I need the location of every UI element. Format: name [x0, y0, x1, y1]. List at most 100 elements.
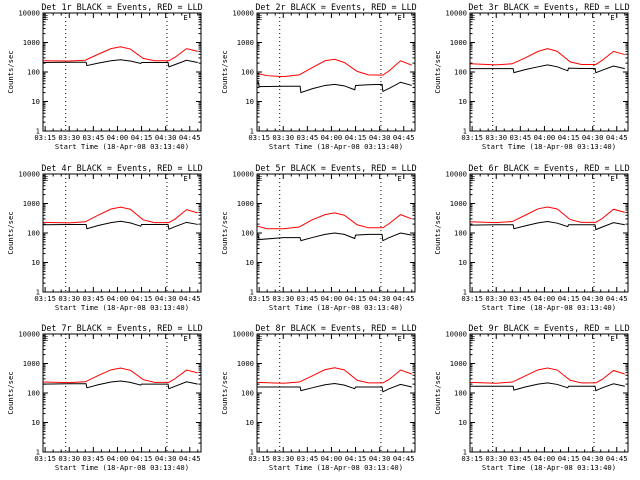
marker-e-left: E — [471, 334, 475, 343]
y-tick-label: 10000 — [232, 330, 254, 339]
events-series-line — [470, 382, 625, 392]
y-tick-label: 100 — [27, 68, 40, 77]
y-tick-label: 1000 — [23, 199, 40, 208]
x-tick-label: 03:15 — [248, 454, 270, 463]
panel-title: Det 4r BLACK = Events, RED = LLD — [41, 163, 202, 173]
lld-series-line — [256, 367, 412, 384]
y-tick-label: 1000 — [450, 38, 467, 47]
y-tick-label: 10 — [245, 258, 254, 267]
events-series-line — [42, 220, 198, 230]
x-tick-label: 04:45 — [606, 133, 628, 142]
x-tick-label: 03:30 — [58, 454, 80, 463]
marker-e-left: E — [258, 174, 262, 183]
x-tick-label: 04:15 — [345, 454, 367, 463]
y-tick-label: 1000 — [450, 359, 467, 368]
x-axis-label: Start Time (18-Apr-08 03:13:40) — [269, 303, 403, 312]
y-tick-label: 10000 — [18, 170, 40, 179]
x-axis-label: Start Time (18-Apr-08 03:13:40) — [482, 142, 616, 151]
y-tick-label: 10000 — [445, 170, 467, 179]
panel-title: Det 9r BLACK = Events, RED = LLD — [468, 323, 629, 333]
x-tick-label: 03:45 — [510, 133, 532, 142]
marker-e-right: E — [610, 334, 614, 343]
y-tick-label: 1 — [463, 288, 467, 297]
plot-frame — [256, 333, 416, 453]
lld-series-line — [256, 212, 412, 230]
x-tick-label: 03:30 — [58, 294, 80, 303]
x-axis-label: Start Time (18-Apr-08 03:13:40) — [269, 142, 403, 151]
y-tick-label: 1000 — [23, 38, 40, 47]
events-series-line — [42, 59, 198, 68]
x-tick-label: 04:00 — [107, 454, 129, 463]
x-tick-label: 03:30 — [485, 454, 507, 463]
x-tick-label: 04:00 — [534, 454, 556, 463]
x-tick-label: 04:30 — [582, 454, 604, 463]
y-tick-label: 1 — [36, 127, 40, 136]
x-tick-label: 03:15 — [461, 454, 483, 463]
y-tick-label: 1 — [463, 127, 467, 136]
x-axis-label: Start Time (18-Apr-08 03:13:40) — [55, 463, 189, 472]
x-tick-label: 04:15 — [345, 294, 367, 303]
marker-e-right: E — [610, 13, 614, 22]
y-tick-label: 100 — [241, 389, 254, 398]
panel-title: Det 5r BLACK = Events, RED = LLD — [255, 163, 416, 173]
y-tick-label: 10000 — [232, 9, 254, 18]
x-tick-label: 04:30 — [369, 294, 391, 303]
y-tick-label: 100 — [454, 389, 467, 398]
x-tick-label: 04:45 — [606, 294, 628, 303]
y-tick-label: 100 — [27, 229, 40, 238]
y-axis-label: Counts/sec — [6, 211, 15, 254]
panel-title: Det 7r BLACK = Events, RED = LLD — [41, 323, 202, 333]
x-tick-label: 04:00 — [321, 294, 343, 303]
events-series-line — [257, 232, 412, 242]
y-tick-label: 1000 — [450, 199, 467, 208]
marker-e-right: E — [610, 174, 614, 183]
x-tick-label: 04:00 — [321, 133, 343, 142]
x-tick-label: 03:15 — [34, 294, 56, 303]
x-tick-label: 04:45 — [606, 454, 628, 463]
x-tick-label: 04:45 — [179, 294, 201, 303]
x-tick-label: 03:30 — [272, 133, 294, 142]
panel-9: Det 9r BLACK = Events, RED = LLD 1 10 100 10… — [433, 323, 630, 472]
y-tick-label: 100 — [454, 229, 467, 238]
y-tick-label: 100 — [27, 389, 40, 398]
x-tick-label: 04:00 — [107, 294, 129, 303]
events-series-line — [470, 64, 625, 74]
panel-title: Det 3r BLACK = Events, RED = LLD — [468, 2, 629, 12]
plot-frame — [469, 173, 629, 293]
y-tick-label: 10000 — [445, 330, 467, 339]
y-axis-label: Counts/sec — [220, 50, 229, 93]
plot-frame — [469, 12, 629, 132]
y-tick-label: 100 — [241, 68, 254, 77]
x-tick-label: 03:30 — [272, 294, 294, 303]
x-tick-label: 03:45 — [297, 133, 319, 142]
y-axis-label: Counts/sec — [220, 371, 229, 414]
x-tick-label: 03:45 — [510, 454, 532, 463]
x-tick-label: 03:30 — [485, 294, 507, 303]
panel-3: Det 3r BLACK = Events, RED = LLD 1 10 100 10… — [433, 2, 630, 151]
x-axis-label: Start Time (18-Apr-08 03:13:40) — [482, 463, 616, 472]
events-series-line — [257, 81, 412, 94]
y-tick-label: 1 — [250, 288, 254, 297]
y-tick-label: 10 — [31, 97, 40, 106]
x-tick-label: 03:45 — [510, 294, 532, 303]
x-tick-label: 04:00 — [321, 454, 343, 463]
x-tick-label: 03:15 — [34, 133, 56, 142]
plot-frame — [42, 12, 202, 132]
marker-e-left: E — [44, 174, 48, 183]
marker-e-right: E — [397, 174, 401, 183]
marker-e-right: E — [397, 13, 401, 22]
x-tick-label: 03:30 — [58, 133, 80, 142]
x-tick-label: 04:45 — [393, 294, 415, 303]
x-tick-label: 04:30 — [155, 454, 177, 463]
y-tick-label: 10 — [245, 418, 254, 427]
y-tick-label: 10000 — [18, 330, 40, 339]
panel-4: Det 4r BLACK = Events, RED = LLD 1 10 100 10… — [6, 163, 203, 312]
marker-e-left: E — [44, 13, 48, 22]
x-tick-label: 04:15 — [131, 454, 153, 463]
y-tick-label: 1000 — [23, 359, 40, 368]
x-tick-label: 04:45 — [393, 133, 415, 142]
x-tick-label: 04:15 — [558, 294, 580, 303]
x-tick-label: 04:15 — [558, 133, 580, 142]
lld-series-line — [469, 367, 625, 384]
